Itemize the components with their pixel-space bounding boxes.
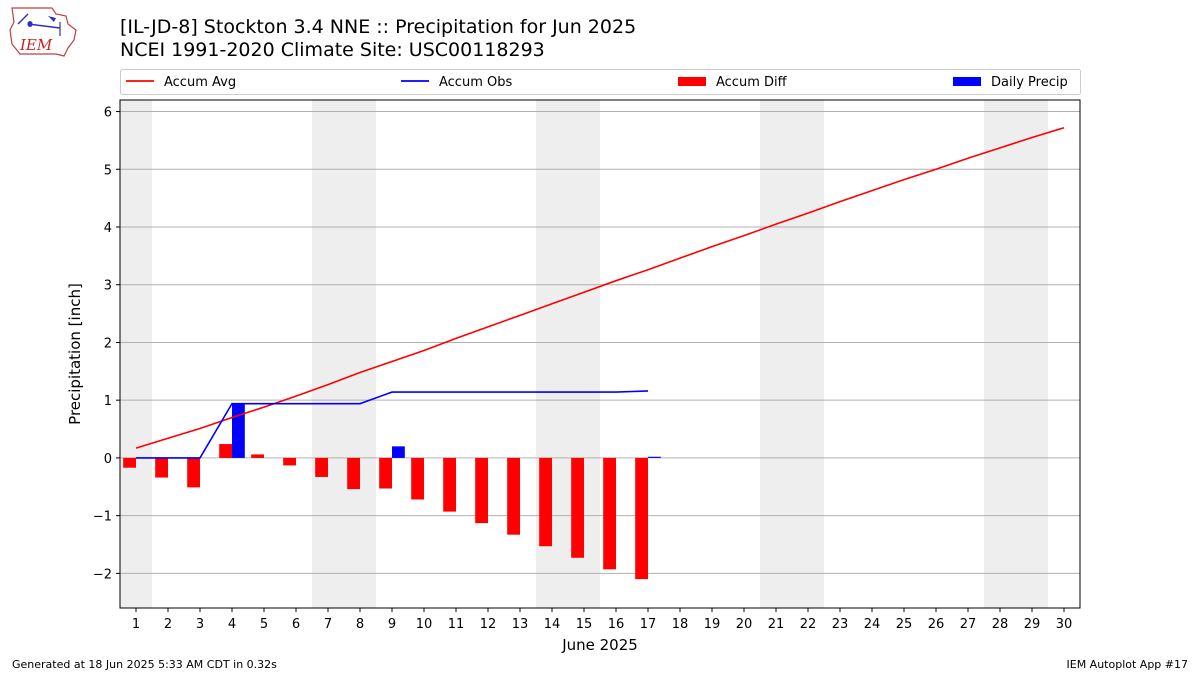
accum-diff-bar [347,457,360,490]
weekend-band [984,100,1048,608]
daily-precip-bar [392,446,405,458]
daily-precip-bar [232,403,245,458]
accum-diff-bar [155,457,168,478]
x-tick-label: 8 [356,617,364,632]
x-tick-label: 12 [480,617,497,632]
legend: Accum Avg Accum Obs Accum Diff Daily Precip [120,69,1081,95]
svg-text:IEM: IEM [19,36,53,54]
y-axis-ticks: −2 −1 0 1 2 3 4 5 6 [93,106,120,582]
bars [123,403,661,580]
footer-app: IEM Autoplot App #17 [1066,658,1189,671]
x-tick-label: 16 [608,617,625,632]
weekend-band [120,100,152,608]
y-tick-label: −2 [93,567,112,582]
x-tick-label: 11 [448,617,465,632]
accum-diff-bar [315,457,328,477]
accum-diff-bar [283,457,296,466]
x-axis-ticks: 1 2 3 4 5 6 7 8 9 10 11 12 13 14 15 16 17 18 19 20 21 22 23 24 2… [132,608,1072,632]
x-tick-label: 25 [896,617,913,632]
x-axis-label: June 2025 [561,636,638,654]
x-tick-label: 14 [544,617,561,632]
series-lines [135,126,1065,459]
iem-logo: IEM [9,7,77,57]
legend-swatch-bar [678,77,706,86]
x-tick-label: 13 [512,617,529,632]
x-tick-label: 26 [928,617,945,632]
x-tick-label: 24 [864,617,881,632]
x-tick-label: 28 [992,617,1009,632]
x-tick-label: 18 [672,617,689,632]
accum-avg-line [135,126,1065,449]
x-tick-label: 27 [960,617,977,632]
y-tick-label: −1 [93,510,112,525]
grid-lines [120,111,1080,574]
x-tick-label: 30 [1056,617,1073,632]
legend-label: Accum Avg [164,75,236,90]
weekend-shading [120,100,1048,608]
x-tick-label: 9 [388,617,396,632]
accum-diff-bar [251,454,264,458]
chart-subtitle: NCEI 1991-2020 Climate Site: USC00118293 [120,39,545,61]
y-tick-label: 0 [104,452,112,467]
legend-label: Accum Diff [716,75,788,90]
accum-diff-bar [123,457,136,468]
x-tick-label: 20 [736,617,753,632]
weekend-band [312,100,376,608]
y-tick-label: 2 [104,336,112,351]
x-tick-label: 7 [324,617,332,632]
accum-diff-bar [507,457,520,535]
accum-diff-bar [443,457,456,512]
x-tick-label: 22 [800,617,817,632]
accum-diff-bar [187,457,200,488]
plot-frame [119,99,1081,609]
y-tick-label: 4 [104,221,112,236]
y-tick-label: 1 [104,394,112,409]
x-tick-label: 19 [704,617,721,632]
x-tick-label: 15 [576,617,593,632]
y-tick-label: 6 [104,106,112,121]
x-tick-label: 29 [1024,617,1041,632]
x-tick-label: 3 [196,617,204,632]
x-tick-label: 2 [164,617,172,632]
x-tick-label: 10 [416,617,433,632]
accum-diff-bar [635,457,648,580]
x-tick-label: 21 [768,617,785,632]
x-tick-label: 6 [292,617,300,632]
y-axis-label: Precipitation [inch] [66,283,84,425]
y-tick-label: 5 [104,163,112,178]
legend-label: Daily Precip [991,75,1068,90]
daily-precip-bar [648,456,661,458]
accum-diff-bar [603,457,616,570]
footer-generated: Generated at 18 Jun 2025 5:33 AM CDT in … [12,658,277,671]
x-tick-label: 17 [640,617,657,632]
accum-diff-bar [379,457,392,489]
legend-frame [120,69,1081,95]
weekend-band [760,100,824,608]
x-tick-label: 5 [260,617,268,632]
y-tick-label: 3 [104,279,112,294]
accum-diff-bar [219,444,232,458]
legend-label: Accum Obs [439,75,512,90]
accum-diff-bar [475,457,488,524]
x-tick-label: 4 [228,617,236,632]
chart-title: [IL-JD-8] Stockton 3.4 NNE :: Precipitat… [120,16,637,38]
accum-diff-bar [571,457,584,558]
accum-diff-bar [411,457,424,500]
x-tick-label: 1 [132,617,140,632]
legend-swatch-bar [953,77,981,86]
accum-obs-line [136,390,649,459]
x-tick-label: 23 [832,617,849,632]
accum-diff-bar [539,457,552,547]
